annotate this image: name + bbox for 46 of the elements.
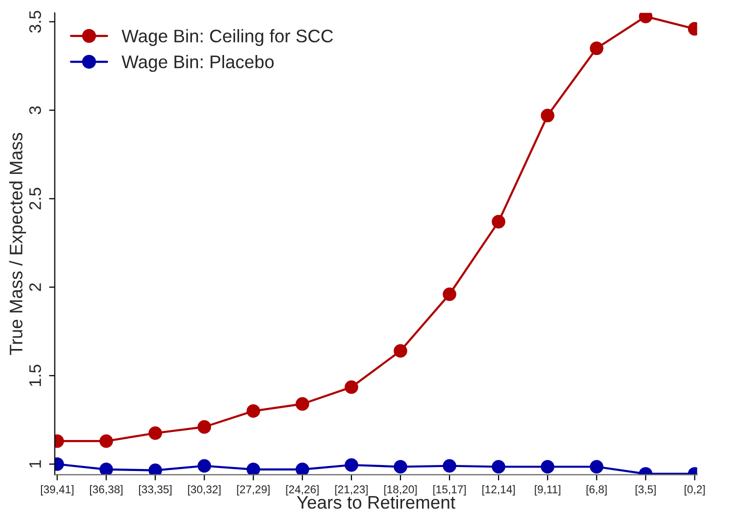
point: [148, 426, 162, 440]
x-tick-label: [6,8]: [586, 485, 607, 496]
point: [344, 458, 358, 472]
x-axis-title: Years to Retirement: [296, 495, 456, 509]
y-tick-label: 3: [29, 106, 42, 114]
point: [540, 108, 554, 122]
y-tick-label: 3.5: [29, 10, 42, 33]
point: [540, 460, 554, 474]
point: [590, 42, 604, 56]
point: [198, 420, 212, 434]
x-tick-label: [0,2]: [684, 485, 705, 496]
x-tick-label: [15,17]: [433, 485, 466, 496]
y-tick-label: 1.5: [29, 364, 42, 386]
point: [394, 344, 408, 358]
y-tick-label: 1: [29, 460, 41, 468]
point: [442, 287, 456, 302]
legend-label: Wage Bin: Placebo: [122, 55, 274, 72]
x-tick-label: [27,29]: [237, 485, 270, 496]
point: [296, 397, 310, 411]
y-tick-label: 2: [29, 283, 41, 291]
x-tick-label: [30,32]: [188, 485, 221, 496]
x-tick-label: [18,20]: [384, 485, 417, 496]
point: [148, 464, 162, 475]
point: [492, 460, 506, 474]
point: [590, 460, 604, 474]
point: [344, 380, 358, 394]
x-tick-label: [24,26]: [286, 485, 319, 496]
point: [246, 462, 260, 475]
x-tick-label: [33,35]: [139, 485, 172, 496]
point: [246, 404, 260, 418]
x-tick-label: [9,11]: [534, 485, 560, 496]
point: [492, 214, 506, 228]
point: [99, 434, 114, 448]
point: [99, 462, 114, 475]
point: [442, 459, 456, 473]
x-tick-label: [21,23]: [335, 485, 368, 496]
point: [198, 459, 212, 473]
x-tick-label: [12,14]: [482, 485, 515, 496]
x-tick-label: [3,5]: [636, 485, 656, 496]
y-axis-title: True Mass / Expected Mass: [9, 132, 26, 355]
point: [394, 460, 408, 474]
legend-label: Wage Bin: Ceiling for SCC: [122, 29, 333, 46]
point: [296, 462, 310, 475]
x-tick-label: [39,41]: [41, 485, 74, 496]
x-tick-label: [36,38]: [90, 485, 122, 496]
y-tick-label: 2.5: [29, 188, 42, 210]
